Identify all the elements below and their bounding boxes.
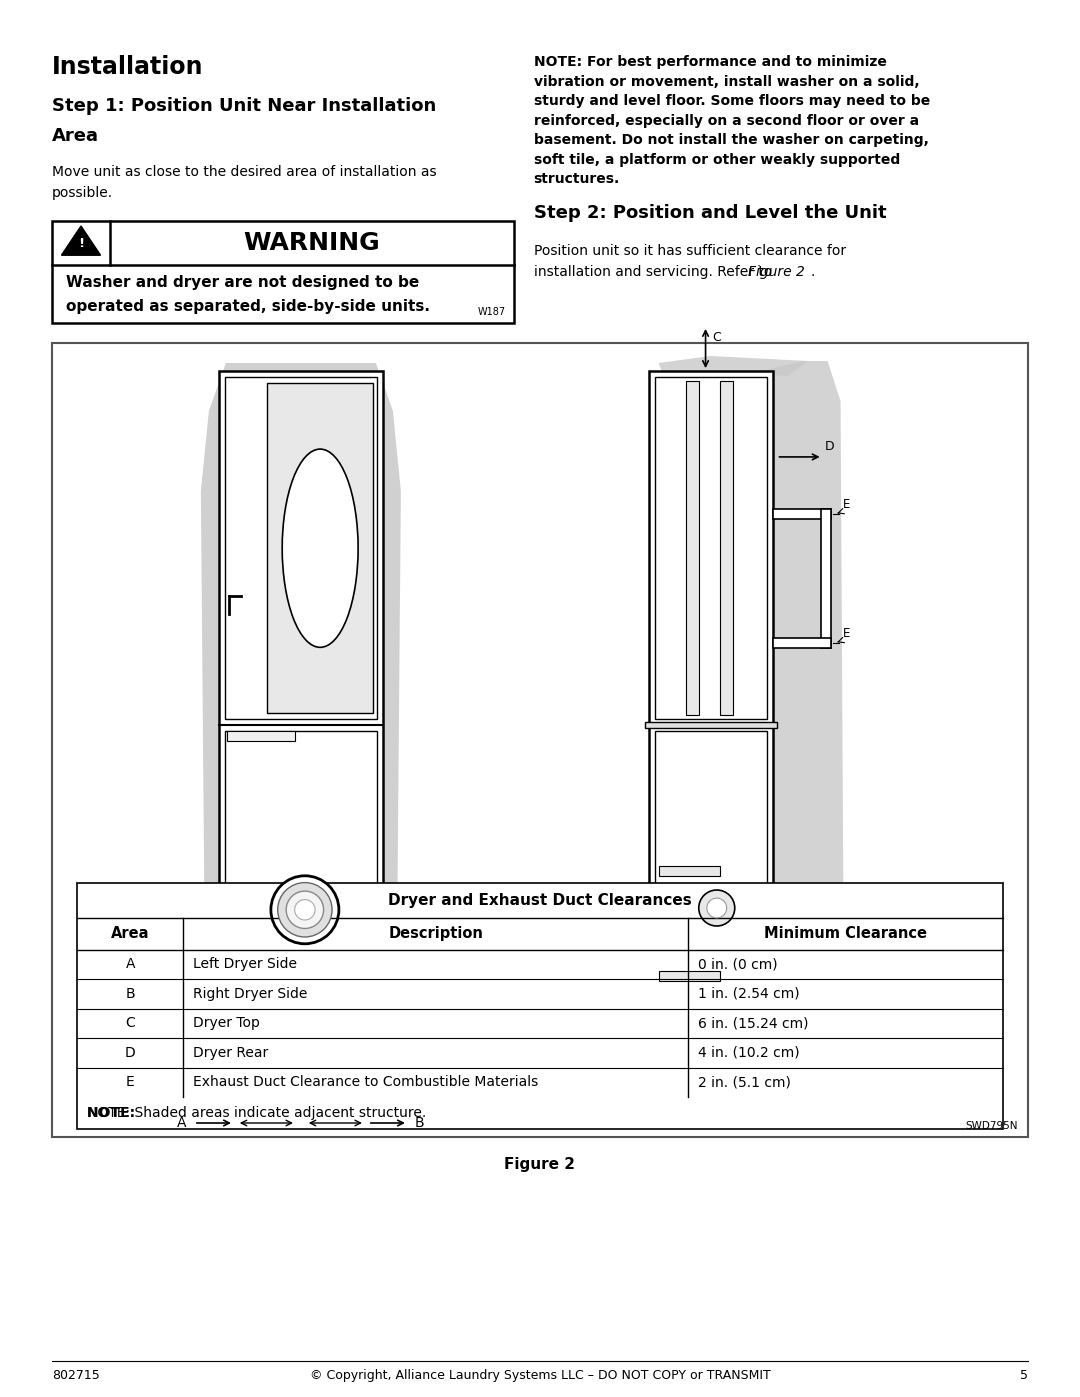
Circle shape xyxy=(295,900,315,921)
Text: Washer and dryer are not designed to be: Washer and dryer are not designed to be xyxy=(66,275,419,291)
Text: E: E xyxy=(842,499,850,511)
Bar xyxy=(821,510,831,648)
Text: E: E xyxy=(126,1076,135,1090)
Text: Position unit so it has sufficient clearance for: Position unit so it has sufficient clear… xyxy=(534,243,846,257)
Text: 6 in. (15.24 cm): 6 in. (15.24 cm) xyxy=(698,1016,809,1030)
Circle shape xyxy=(278,883,332,937)
Text: sturdy and level floor. Some floors may need to be: sturdy and level floor. Some floors may … xyxy=(534,94,930,108)
Bar xyxy=(219,372,383,1087)
Text: A: A xyxy=(177,1116,187,1130)
Text: Area: Area xyxy=(52,127,99,145)
Text: soft tile, a platform or other weakly supported: soft tile, a platform or other weakly su… xyxy=(534,152,900,166)
Text: Dryer Rear: Dryer Rear xyxy=(193,1046,269,1060)
Text: Dryer Top: Dryer Top xyxy=(193,1016,260,1030)
Text: W187: W187 xyxy=(477,307,505,317)
Text: D: D xyxy=(125,1046,136,1060)
Text: B: B xyxy=(415,1116,424,1130)
Text: Step 1: Position Unit Near Installation: Step 1: Position Unit Near Installation xyxy=(52,96,436,115)
Text: NOTE: For best performance and to minimize: NOTE: For best performance and to minimi… xyxy=(534,54,887,68)
Text: Area: Area xyxy=(111,926,149,942)
Bar xyxy=(225,732,377,1081)
Bar xyxy=(751,1087,765,1099)
Text: Minimum Clearance: Minimum Clearance xyxy=(764,926,927,942)
Text: NOTE: Shaded areas indicate adjacent structure.: NOTE: Shaded areas indicate adjacent str… xyxy=(87,1106,427,1120)
Bar xyxy=(214,1099,388,1109)
Text: reinforced, especially on a second floor or over a: reinforced, especially on a second floor… xyxy=(534,113,919,127)
Bar xyxy=(52,221,514,323)
Bar xyxy=(306,1087,315,1099)
Bar xyxy=(645,722,777,728)
Text: Figure 2: Figure 2 xyxy=(748,264,805,278)
Text: A: A xyxy=(125,957,135,971)
Text: operated as separated, side-by-side units.: operated as separated, side-by-side unit… xyxy=(66,299,430,314)
Text: 4 in. (10.2 cm): 4 in. (10.2 cm) xyxy=(698,1046,800,1060)
Bar xyxy=(772,510,831,518)
Text: Step 2: Position and Level the Unit: Step 2: Position and Level the Unit xyxy=(534,204,887,222)
Text: Installation: Installation xyxy=(52,54,203,80)
Bar xyxy=(686,381,700,715)
Text: 0 in. (0 cm): 0 in. (0 cm) xyxy=(698,957,778,971)
Bar xyxy=(719,381,733,715)
Bar xyxy=(659,971,720,981)
Bar xyxy=(659,866,720,876)
Text: D: D xyxy=(824,440,834,453)
Text: SWD795N: SWD795N xyxy=(966,1120,1018,1132)
Polygon shape xyxy=(762,360,845,1112)
Bar xyxy=(657,1087,671,1099)
Polygon shape xyxy=(201,363,401,1095)
Text: C: C xyxy=(713,331,721,344)
Text: 1 in. (2.54 cm): 1 in. (2.54 cm) xyxy=(698,986,800,1000)
Text: 802715: 802715 xyxy=(52,1369,99,1382)
Bar xyxy=(227,732,295,742)
Polygon shape xyxy=(62,226,100,256)
Text: Left Dryer Side: Left Dryer Side xyxy=(193,957,297,971)
Bar xyxy=(52,344,1028,1137)
Text: .: . xyxy=(810,264,814,278)
Text: 2 in. (5.1 cm): 2 in. (5.1 cm) xyxy=(698,1076,791,1090)
Text: © Copyright, Alliance Laundry Systems LLC – DO NOT COPY or TRANSMIT: © Copyright, Alliance Laundry Systems LL… xyxy=(310,1369,770,1382)
Text: vibration or movement, install washer on a solid,: vibration or movement, install washer on… xyxy=(534,74,919,88)
Text: E: E xyxy=(842,627,850,640)
Text: possible.: possible. xyxy=(52,186,113,200)
Bar xyxy=(644,1095,833,1111)
Text: Move unit as close to the desired area of installation as: Move unit as close to the desired area o… xyxy=(52,165,436,179)
Circle shape xyxy=(707,898,727,918)
Bar xyxy=(77,883,1003,1129)
Text: 5: 5 xyxy=(1020,1369,1028,1382)
Text: Right Dryer Side: Right Dryer Side xyxy=(193,986,308,1000)
Ellipse shape xyxy=(282,448,359,647)
Text: installation and servicing. Refer to: installation and servicing. Refer to xyxy=(534,264,777,278)
Bar xyxy=(286,1087,296,1099)
Text: C: C xyxy=(125,1016,135,1030)
Bar xyxy=(225,377,377,719)
Text: Description: Description xyxy=(389,926,483,942)
Bar xyxy=(654,732,767,1081)
Text: basement. Do not install the washer on carpeting,: basement. Do not install the washer on c… xyxy=(534,133,929,147)
Text: Figure 2: Figure 2 xyxy=(504,1157,576,1172)
Text: WARNING: WARNING xyxy=(243,231,380,256)
Text: NOTE:: NOTE: xyxy=(87,1106,140,1120)
Text: structures.: structures. xyxy=(534,172,620,186)
Bar xyxy=(268,383,373,714)
Bar xyxy=(654,377,767,719)
Circle shape xyxy=(286,891,324,929)
Bar xyxy=(649,372,772,1087)
Text: B: B xyxy=(125,986,135,1000)
Text: Dryer and Exhaust Duct Clearances: Dryer and Exhaust Duct Clearances xyxy=(388,893,692,908)
Polygon shape xyxy=(659,356,808,376)
Circle shape xyxy=(271,876,339,944)
Bar xyxy=(772,638,831,648)
Bar xyxy=(235,1087,246,1099)
Text: Exhaust Duct Clearance to Combustible Materials: Exhaust Duct Clearance to Combustible Ma… xyxy=(193,1076,539,1090)
Text: !: ! xyxy=(78,237,84,250)
Bar xyxy=(356,1087,366,1099)
Circle shape xyxy=(699,890,734,926)
